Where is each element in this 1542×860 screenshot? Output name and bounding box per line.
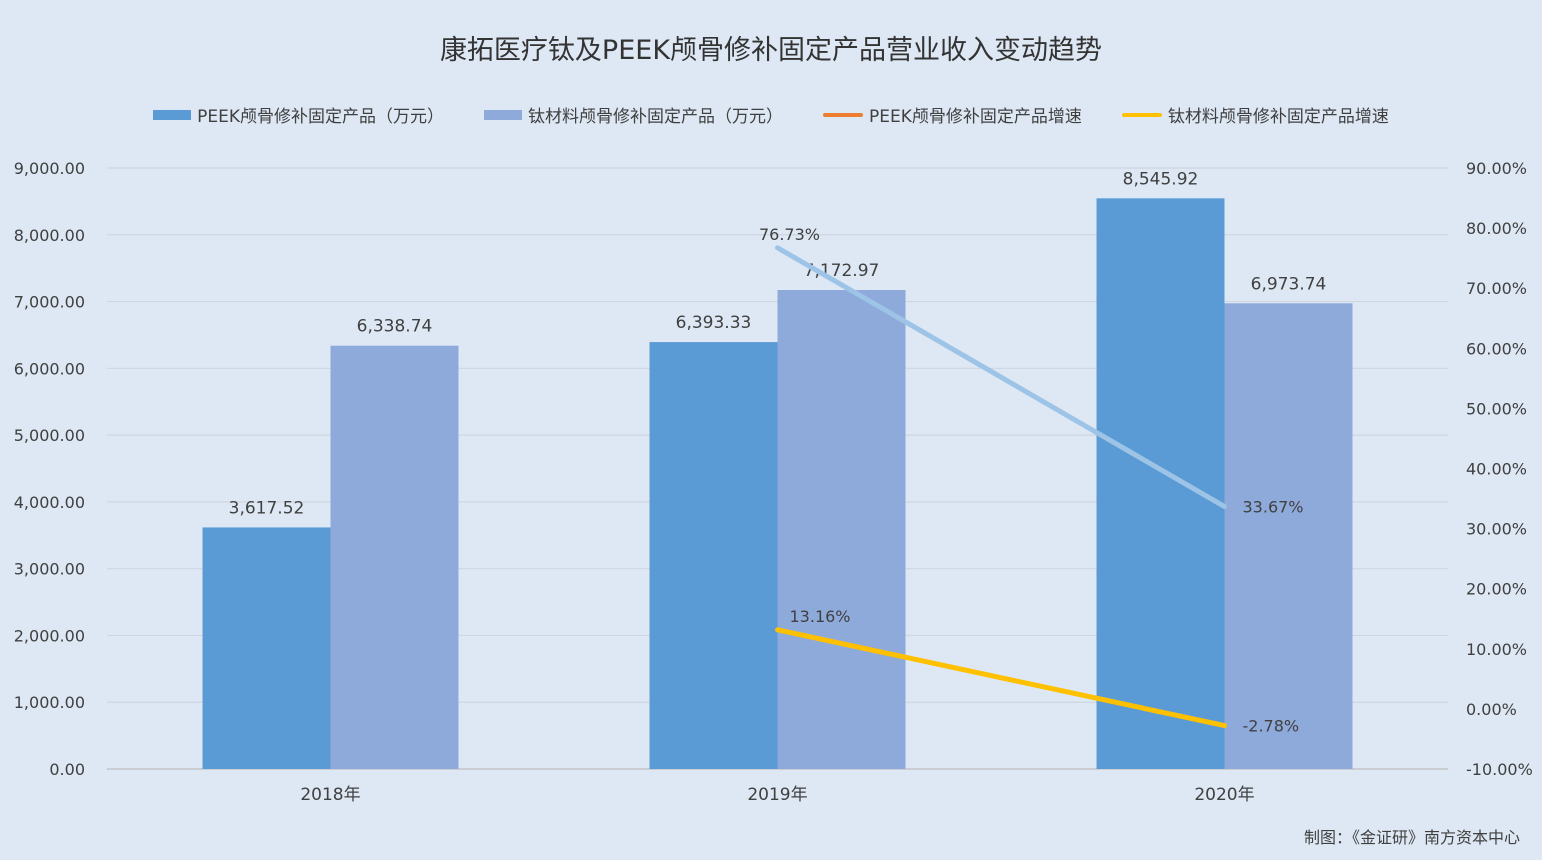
y-right-tick-label: 60.00% [1466, 339, 1527, 358]
y-right-tick-label: 30.00% [1466, 520, 1527, 539]
x-tick-label: 2020年 [1194, 785, 1254, 805]
y-right-tick-label: 20.00% [1466, 580, 1527, 599]
bar-data-label: 6,393.33 [676, 313, 752, 333]
bar [1096, 198, 1225, 769]
bar-data-label: 6,973.74 [1251, 274, 1327, 294]
line-data-label: 33.67% [1243, 498, 1304, 517]
y-right-tick-label: 50.00% [1466, 399, 1527, 418]
legend: PEEK颅骨修补固定产品（万元） 钛材料颅骨修补固定产品（万元） PEEK颅骨修… [0, 102, 1542, 127]
y-left-tick-label: 0.00 [49, 760, 85, 779]
line-data-label: 13.16% [790, 607, 851, 626]
line-data-label: -2.78% [1243, 717, 1300, 736]
legend-label-titanium-revenue: 钛材料颅骨修补固定产品（万元） [528, 107, 783, 127]
y-right-tick-label: 80.00% [1466, 219, 1527, 238]
legend-item-titanium-growth: 钛材料颅骨修补固定产品增速 [1121, 102, 1389, 127]
bar [1224, 303, 1353, 769]
y-left-tick-label: 2,000.00 [14, 626, 85, 645]
legend-label-titanium-growth: 钛材料颅骨修补固定产品增速 [1167, 107, 1389, 127]
x-tick-label: 2019年 [747, 785, 807, 805]
legend-swatch-peek-growth [823, 112, 863, 117]
y-left-tick-label: 9,000.00 [14, 159, 85, 178]
bar [330, 345, 459, 769]
y-right-tick-label: 90.00% [1466, 159, 1527, 178]
legend-label-peek-growth: PEEK颅骨修补固定产品增速 [869, 107, 1082, 127]
legend-swatch-titanium-revenue [484, 109, 522, 120]
bar-data-label: 3,617.52 [229, 498, 305, 518]
x-tick-label: 2018年 [300, 785, 360, 805]
y-left-tick-label: 5,000.00 [14, 426, 85, 445]
legend-item-titanium-revenue: 钛材料颅骨修补固定产品（万元） [484, 102, 783, 127]
series-line [775, 627, 1227, 729]
bar [202, 527, 331, 769]
y-right-tick-label: 40.00% [1466, 460, 1527, 479]
bar [777, 290, 906, 769]
y-right-tick-label: 10.00% [1466, 640, 1527, 659]
line-data-label: 76.73% [759, 225, 820, 244]
y-left-tick-label: 7,000.00 [14, 293, 85, 312]
y-left-tick-label: 3,000.00 [14, 560, 85, 579]
y-right-tick-label: -10.00% [1466, 760, 1533, 779]
bar [649, 342, 778, 769]
chart-title: 康拓医疗钛及PEEK颅骨修补固定产品营业收入变动趋势 [439, 35, 1103, 66]
legend-swatch-peek-revenue [153, 109, 192, 120]
y-left-tick-label: 8,000.00 [14, 226, 85, 245]
bar-data-label: 8,545.92 [1123, 169, 1199, 189]
legend-item-peek-revenue: PEEK颅骨修补固定产品（万元） [153, 102, 444, 127]
y-right-tick-label: 70.00% [1466, 279, 1527, 298]
y-left-tick-label: 4,000.00 [14, 493, 85, 512]
y-left-tick-label: 6,000.00 [14, 359, 85, 378]
y-left-tick-label: 1,000.00 [14, 693, 85, 712]
legend-swatch-titanium-growth [1121, 112, 1162, 117]
legend-label-peek-revenue: PEEK颅骨修补固定产品（万元） [197, 107, 444, 127]
legend-item-peek-growth: PEEK颅骨修补固定产品增速 [823, 102, 1082, 127]
bar-data-label: 6,338.74 [357, 317, 433, 337]
source-note: 制图：《金证研》南方资本中心 [1303, 828, 1520, 847]
y-right-tick-label: 0.00% [1466, 700, 1517, 719]
series-line [775, 245, 1227, 510]
